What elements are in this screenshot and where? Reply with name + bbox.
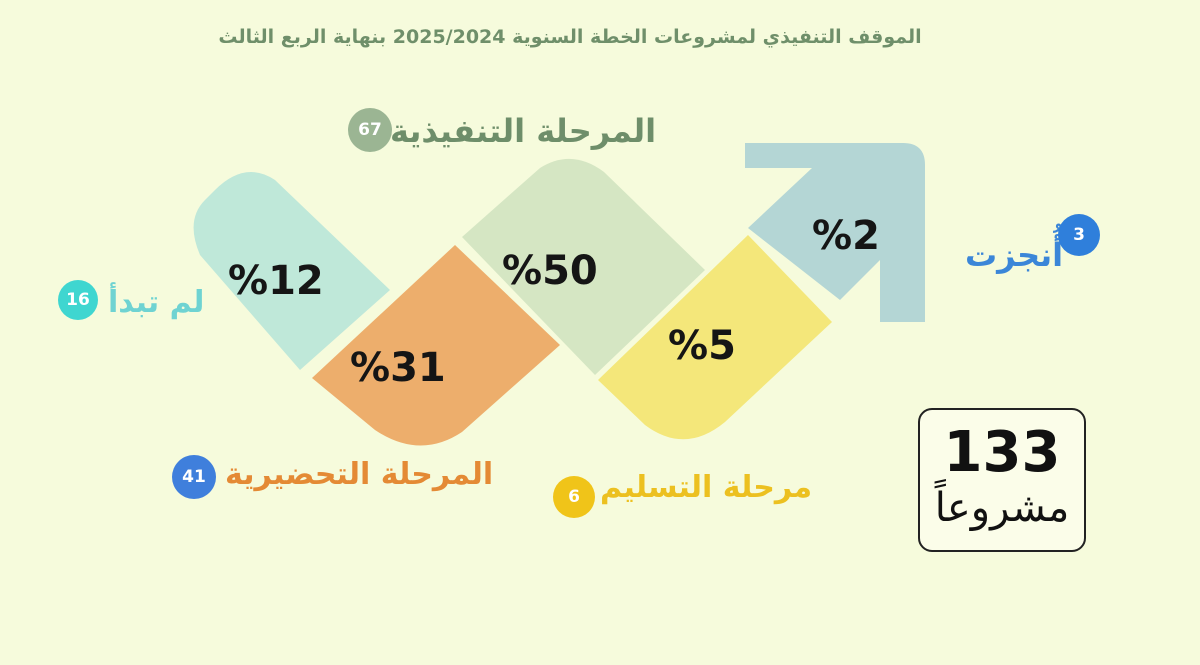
badge-not-started: 16 [58,280,98,320]
total-word: مشروعاً [934,485,1070,531]
total-number: 133 [943,420,1061,485]
segment-completed-shape [745,143,925,322]
segment-executive-shape [462,158,705,375]
label-preparatory: المرحلة التحضيرية [225,457,494,492]
page-title: الموقف التنفيذي لمشروعات الخطة السنوية 2… [218,26,922,48]
badge-completed: 3 [1058,214,1100,256]
percent-delivery: %5 [668,323,736,369]
badge-executive: 67 [348,108,392,152]
percent-executive: %50 [502,248,598,294]
segment-delivery-shape [598,235,832,440]
badge-delivery: 6 [553,476,595,518]
label-executive: المرحلة التنفيذية [390,112,657,150]
percent-completed: %2 [812,213,880,259]
total-projects-box: 133 مشروعاً [918,408,1086,552]
percent-preparatory: %31 [350,345,446,391]
percent-not-started: %12 [228,258,324,304]
segment-preparatory-shape [312,245,560,446]
segment-not-started-shape [193,172,390,370]
label-not-started: لم تبدأ [108,285,205,320]
label-delivery: مرحلة التسليم [600,470,813,505]
badge-preparatory: 41 [172,455,216,499]
label-completed: أُنجزت [965,236,1064,274]
